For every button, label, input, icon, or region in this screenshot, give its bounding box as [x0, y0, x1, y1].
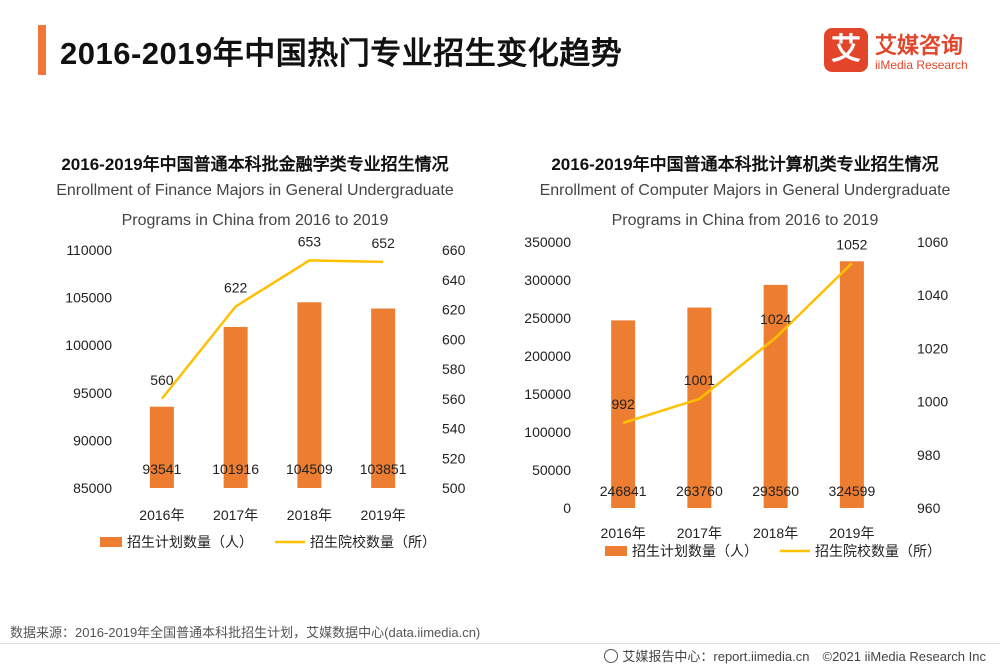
chart-subtitle-line1: Enrollment of Finance Majors in General …	[56, 182, 454, 199]
y-right-tick-label: 1060	[917, 234, 948, 250]
y-left-tick-label: 100000	[524, 424, 571, 440]
bar-value-label: 293560	[752, 483, 799, 499]
computer-chart: 2016-2019年中国普通本科批计算机类专业招生情况 Enrollment o…	[505, 140, 985, 560]
bar	[611, 320, 636, 508]
line-value-label: 560	[150, 372, 174, 388]
y-right-tick-label: 600	[442, 331, 466, 347]
y-left-tick-label: 300000	[524, 272, 571, 288]
legend-bar-swatch	[605, 546, 627, 556]
line-value-label: 992	[611, 396, 635, 412]
y-right-tick-label: 560	[442, 391, 466, 407]
bar-value-label: 324599	[829, 483, 876, 499]
chart-title: 2016-2019年中国普通本科批金融学类专业招生情况	[61, 155, 449, 174]
legend-bar-swatch	[100, 537, 122, 547]
chart-title: 2016-2019年中国普通本科批计算机类专业招生情况	[551, 155, 939, 174]
bar-value-label: 104509	[286, 461, 333, 477]
y-right-tick-label: 960	[917, 500, 941, 516]
x-category-label: 2019年	[829, 525, 874, 541]
footer-site-text: 艾媒报告中心：report.iimedia.cn ©2021 iiMedia R…	[622, 649, 986, 664]
y-right-tick-label: 640	[442, 272, 466, 288]
bar-value-label: 263760	[676, 483, 723, 499]
line-value-label: 622	[224, 280, 248, 296]
y-left-tick-label: 150000	[524, 386, 571, 402]
logo-english-name: iiMedia Research	[875, 58, 968, 72]
bar	[839, 261, 864, 508]
x-category-label: 2017年	[677, 525, 722, 541]
y-right-tick-label: 540	[442, 421, 466, 437]
bar	[687, 307, 712, 508]
y-left-tick-label: 350000	[524, 234, 571, 250]
line-value-label: 1024	[760, 311, 791, 327]
y-right-tick-label: 580	[442, 361, 466, 377]
x-category-label: 2018年	[753, 525, 798, 541]
y-right-tick-label: 520	[442, 450, 466, 466]
y-left-tick-label: 200000	[524, 348, 571, 364]
finance-chart: 2016-2019年中国普通本科批金融学类专业招生情况 Enrollment o…	[20, 140, 490, 560]
x-category-label: 2019年	[361, 507, 406, 523]
legend-line-label: 招生院校数量（所）	[310, 534, 436, 550]
chart-subtitle-line1: Enrollment of Computer Majors in General…	[539, 182, 951, 199]
footer-divider	[0, 643, 1000, 644]
y-left-tick-label: 250000	[524, 310, 571, 326]
y-right-tick-label: 660	[442, 242, 466, 258]
line-series	[622, 262, 853, 425]
x-category-label: 2016年	[139, 507, 184, 523]
line-value-label: 653	[298, 233, 322, 249]
bar	[149, 406, 174, 488]
y-left-tick-label: 110000	[66, 242, 112, 258]
y-right-tick-label: 620	[442, 302, 466, 318]
y-right-tick-label: 1000	[917, 394, 948, 410]
logo-chinese-name: 艾媒咨询	[875, 33, 964, 58]
chart-subtitle-line2: Programs in China from 2016 to 2019	[611, 212, 879, 229]
line-series	[160, 259, 384, 400]
footer-credit: 艾媒报告中心：report.iimedia.cn ©2021 iiMedia R…	[604, 646, 986, 665]
x-category-label: 2017年	[213, 507, 258, 523]
legend-line-label: 招生院校数量（所）	[815, 543, 941, 559]
finance-plot: 85000 90000 95000 100000 105000 110000 500 520 5…	[65, 233, 466, 550]
data-source-note: 数据来源：2016-2019年全国普通本科批招生计划，艾媒数据中心(data.i…	[10, 625, 481, 640]
bar	[763, 284, 788, 508]
y-left-tick-label: 105000	[65, 290, 112, 306]
iimedia-logo: 艾 艾媒咨询 iiMedia Research	[824, 28, 974, 78]
computer-plot: 0 50000 100000 150000 200000 250000 300000 3500…	[524, 234, 948, 559]
bar-value-label: 93541	[142, 461, 181, 477]
y-left-tick-label: 90000	[73, 432, 112, 448]
line-value-label: 652	[371, 235, 395, 251]
title-accent-bar	[38, 25, 46, 75]
y-right-tick-label: 1020	[917, 340, 948, 356]
bar	[371, 308, 396, 488]
y-right-tick-label: 980	[917, 447, 941, 463]
line-value-label: 1001	[684, 372, 715, 388]
y-left-tick-label: 85000	[73, 480, 112, 496]
chart-subtitle-line2: Programs in China from 2016 to 2019	[121, 212, 389, 229]
bar-value-label: 103851	[360, 461, 407, 477]
bar-value-label: 101916	[212, 461, 259, 477]
y-right-tick-label: 500	[442, 480, 466, 496]
y-left-tick-label: 0	[563, 500, 571, 516]
y-left-tick-label: 50000	[532, 462, 571, 478]
bar	[297, 302, 322, 488]
globe-icon	[604, 649, 619, 663]
x-category-label: 2016年	[601, 525, 646, 541]
y-left-tick-label: 95000	[73, 385, 112, 401]
legend-bar-label: 招生计划数量（人）	[127, 534, 253, 550]
page-title: 2016-2019年中国热门专业招生变化趋势	[60, 36, 623, 71]
x-category-label: 2018年	[287, 507, 332, 523]
legend-bar-label: 招生计划数量（人）	[632, 543, 758, 559]
line-value-label: 1052	[836, 236, 867, 252]
y-left-tick-label: 100000	[65, 337, 112, 353]
bar	[223, 326, 248, 488]
y-right-tick-label: 1040	[917, 287, 948, 303]
bar-value-label: 246841	[600, 483, 647, 499]
logo-mark: 艾	[824, 28, 868, 72]
